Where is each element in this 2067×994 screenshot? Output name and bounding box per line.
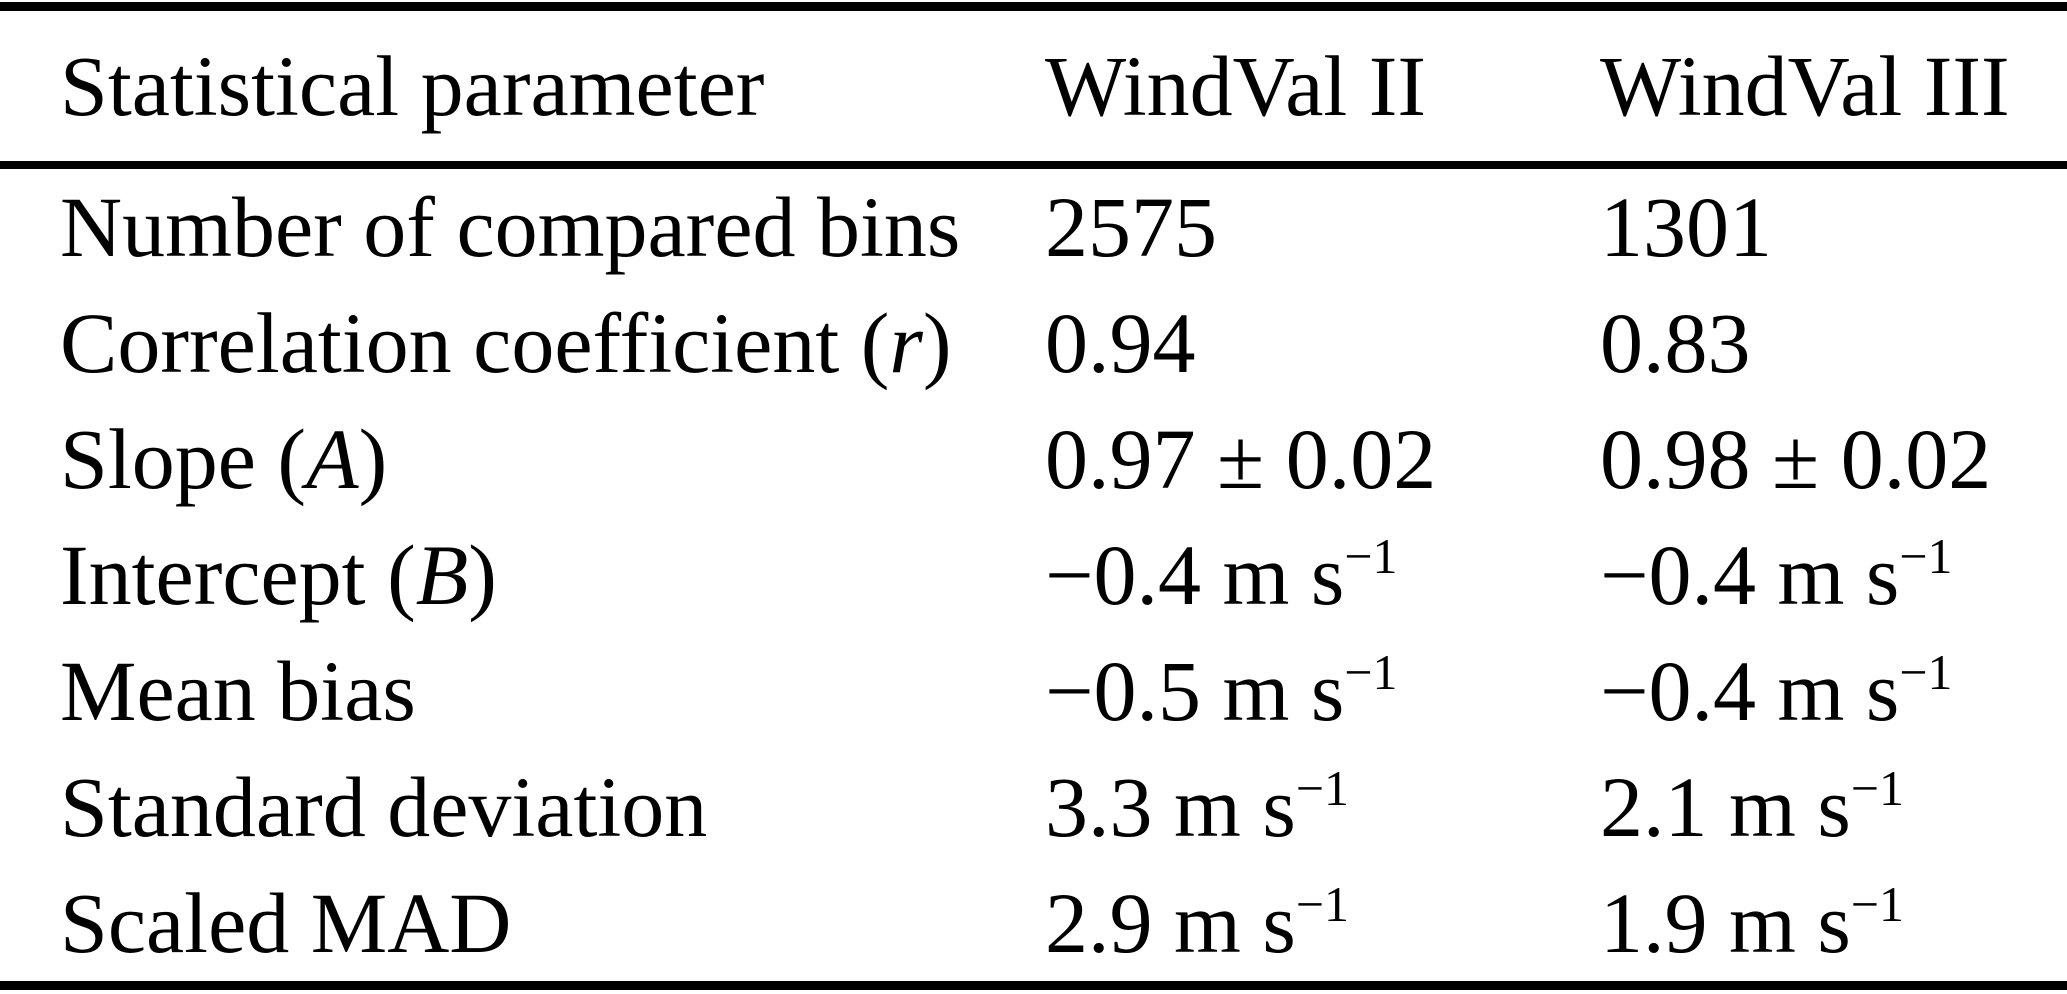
value-windval-iii: 2.1 m s−1 [1600, 764, 2067, 850]
value-exponent: −1 [1850, 877, 1904, 933]
param-text: Number of compared bins [60, 179, 961, 275]
value-windval-ii: 0.94 [1045, 300, 1600, 386]
param-suffix: ) [468, 527, 497, 623]
value-windval-iii: 0.98 ± 0.02 [1600, 416, 2067, 502]
table-row-number-of-bins: Number of compared bins 2575 1301 [60, 169, 2067, 285]
value-exponent: −1 [1295, 877, 1349, 933]
value-windval-iii: 0.83 [1600, 300, 2067, 386]
table-row-intercept: Intercept (B) −0.4 m s−1 −0.4 m s−1 [60, 517, 2067, 633]
value-windval-iii: 1.9 m s−1 [1600, 880, 2067, 966]
value-base: 0.83 [1600, 295, 1751, 391]
value-base: 0.94 [1045, 295, 1196, 391]
value-exponent: −1 [1899, 529, 1953, 585]
value-windval-ii: 2575 [1045, 184, 1600, 270]
param-suffix: ) [922, 295, 952, 391]
value-exponent: −1 [1295, 761, 1349, 817]
param-variable: B [415, 527, 469, 623]
param-text: Slope ( [60, 411, 307, 507]
table-row-mean-bias: Mean bias −0.5 m s−1 −0.4 m s−1 [60, 633, 2067, 749]
table-top-rule [0, 2, 2067, 11]
value-exponent: −1 [1344, 529, 1398, 585]
table-bottom-rule [0, 981, 2067, 990]
value-base: 0.97 ± 0.02 [1045, 411, 1437, 507]
value-windval-iii: 1301 [1600, 184, 2067, 270]
param-label: Standard deviation [60, 764, 1045, 850]
param-text: Intercept ( [60, 527, 416, 623]
value-base: −0.4 m s [1600, 527, 1900, 623]
value-base: 2575 [1045, 179, 1217, 275]
value-windval-ii: −0.5 m s−1 [1045, 648, 1600, 734]
value-windval-iii: −0.4 m s−1 [1600, 532, 2067, 618]
value-windval-iii: −0.4 m s−1 [1600, 648, 2067, 734]
column-header-windval-ii: WindVal II [1045, 38, 1427, 134]
value-base: 0.98 ± 0.02 [1600, 411, 1992, 507]
column-header-statistical-parameter: Statistical parameter [60, 38, 765, 134]
column-header-windval-iii: WindVal III [1600, 38, 2010, 134]
param-text: Scaled MAD [60, 875, 512, 971]
param-text: Correlation coefficient ( [60, 295, 890, 391]
value-base: −0.4 m s [1045, 527, 1345, 623]
value-windval-ii: 0.97 ± 0.02 [1045, 416, 1600, 502]
value-base: 2.1 m s [1600, 759, 1851, 855]
value-windval-ii: 3.3 m s−1 [1045, 764, 1600, 850]
value-windval-ii: 2.9 m s−1 [1045, 880, 1600, 966]
param-label: Number of compared bins [60, 184, 1045, 270]
table-row-slope: Slope (A) 0.97 ± 0.02 0.98 ± 0.02 [60, 401, 2067, 517]
value-base: 1301 [1600, 179, 1772, 275]
param-label: Correlation coefficient (r) [60, 300, 1045, 386]
param-suffix: ) [358, 411, 388, 507]
table-mid-rule [0, 161, 2067, 169]
param-variable: A [306, 411, 359, 507]
param-text: Mean bias [60, 643, 416, 739]
value-exponent: −1 [1899, 645, 1953, 701]
value-base: 3.3 m s [1045, 759, 1296, 855]
value-base: −0.4 m s [1600, 643, 1900, 739]
value-windval-ii: −0.4 m s−1 [1045, 532, 1600, 618]
param-label: Mean bias [60, 648, 1045, 734]
table-row-correlation: Correlation coefficient (r) 0.94 0.83 [60, 285, 2067, 401]
param-label: Intercept (B) [60, 532, 1045, 618]
value-base: 2.9 m s [1045, 875, 1296, 971]
table-row-scaled-mad: Scaled MAD 2.9 m s−1 1.9 m s−1 [60, 865, 2067, 981]
table-header-row: Statistical parameter WindVal II WindVal… [0, 11, 2067, 161]
param-variable: r [889, 295, 923, 391]
value-exponent: −1 [1344, 645, 1398, 701]
value-base: −0.5 m s [1045, 643, 1345, 739]
table-row-standard-deviation: Standard deviation 3.3 m s−1 2.1 m s−1 [60, 749, 2067, 865]
value-base: 1.9 m s [1600, 875, 1851, 971]
param-label: Scaled MAD [60, 880, 1045, 966]
param-text: Standard deviation [60, 759, 708, 855]
param-label: Slope (A) [60, 416, 1045, 502]
value-exponent: −1 [1850, 761, 1904, 817]
table-body: Number of compared bins 2575 1301 Correl… [0, 169, 2067, 981]
